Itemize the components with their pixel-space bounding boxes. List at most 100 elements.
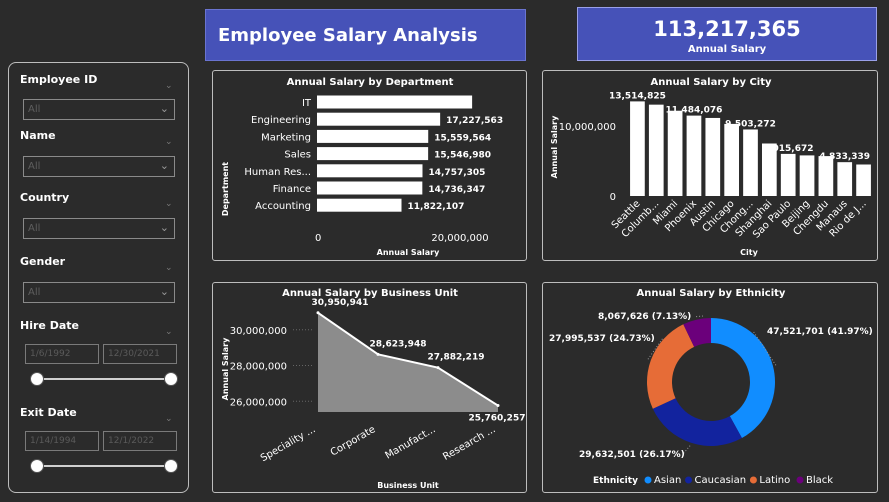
department-label: Marketing [261, 132, 311, 143]
ethnicity-data-label: 27,995,537 (24.73%) [549, 334, 655, 344]
exit-date-start-input[interactable]: 1/14/1994 [25, 431, 99, 451]
department-bar [317, 112, 441, 126]
department-label: Accounting [255, 201, 311, 212]
filter-panel: Employee ID ⌄ All ⌄ Name ⌄ All ⌄ Country… [8, 62, 189, 493]
hire-date-label: Hire Date [20, 319, 79, 332]
country-label: Country [20, 191, 70, 204]
chevron-down-icon[interactable]: ⌄ [165, 327, 173, 337]
chevron-down-icon[interactable]: ⌄ [165, 263, 173, 273]
ethnicity-leader-line [752, 330, 777, 366]
ethnicity-data-label: 29,632,501 (26.17%) [579, 450, 685, 460]
department-data-label: 15,559,564 [434, 133, 491, 143]
city-bar [667, 110, 683, 196]
department-label: Human Res... [244, 167, 311, 178]
department-label: Finance [273, 184, 311, 195]
city-data-label: 9,503,272 [725, 119, 776, 129]
department-x-tick: 0 [315, 233, 321, 244]
business-unit-area [318, 312, 498, 412]
business-unit-area-chart: Annual Salary by Business Unit Annual Sa… [221, 288, 526, 490]
ethnicity-legend-marker [685, 476, 692, 484]
business-unit-point [316, 311, 320, 315]
ethnicity-leader-line [647, 337, 664, 360]
business-unit-series: 26,000,000 28,000,000 30,000,000 30,950,941… [230, 298, 526, 465]
ethnicity-chart-card: Annual Salary by Ethnicity 47,521,701 (4… [542, 282, 878, 493]
ethnicity-legend-item: Latino [759, 475, 790, 486]
city-bar-chart: Annual Salary by City Annual Salary City… [550, 77, 871, 257]
ethnicity-legend-marker [644, 476, 652, 484]
exit-date-slider-start-handle[interactable] [30, 459, 44, 473]
gender-dropdown[interactable]: All ⌄ [23, 282, 175, 303]
hire-date-slider-track[interactable] [37, 378, 170, 380]
city-data-label: 6,015,672 [763, 144, 814, 154]
chevron-down-icon: ⌄ [159, 221, 169, 234]
country-value: All [28, 223, 41, 234]
ethnicity-slice [711, 318, 775, 439]
department-chart-title: Annual Salary by Department [287, 77, 454, 88]
city-y-tick: 10,000,000 [559, 122, 616, 133]
city-chart-title: Annual Salary by City [650, 77, 772, 88]
business-unit-chart-card: Annual Salary by Business Unit Annual Sa… [212, 282, 527, 493]
chevron-down-icon: ⌄ [159, 285, 169, 298]
exit-date-slider-end-handle[interactable] [164, 459, 178, 473]
chevron-down-icon[interactable]: ⌄ [165, 137, 173, 147]
ethnicity-legend-marker [796, 476, 804, 484]
business-unit-data-label: 30,950,941 [312, 298, 369, 308]
department-x-axis-title: Annual Salary [377, 248, 440, 257]
exit-date-end-input[interactable]: 12/1/2022 [103, 431, 177, 451]
business-unit-x-tick: Manufact... [383, 424, 437, 462]
ethnicity-data-label: 8,067,626 (7.13%) [598, 312, 691, 322]
chevron-down-icon[interactable]: ⌄ [165, 199, 173, 209]
ethnicity-chart-title: Annual Salary by Ethnicity [637, 288, 786, 299]
annual-salary-kpi-card: 113,217,365 Annual Salary [577, 7, 877, 61]
department-bar [317, 95, 473, 109]
city-bar [743, 129, 758, 196]
kpi-label: Annual Salary [687, 44, 767, 55]
hire-date-slider-start-handle[interactable] [30, 372, 44, 386]
department-label: IT [302, 98, 312, 109]
business-unit-chart-title: Annual Salary by Business Unit [282, 288, 458, 299]
chevron-down-icon[interactable]: ⌄ [165, 81, 173, 91]
employee-id-dropdown[interactable]: All ⌄ [23, 99, 175, 120]
business-unit-data-label: 27,882,219 [428, 353, 485, 363]
city-bar [724, 123, 740, 196]
country-dropdown[interactable]: All ⌄ [23, 218, 175, 239]
city-bar [780, 153, 796, 196]
city-y-axis-title: Annual Salary [550, 115, 559, 178]
employee-id-label: Employee ID [20, 73, 98, 86]
ethnicity-legend: Ethnicity Asian Caucasian Latino Black [593, 475, 833, 486]
city-bar [818, 156, 834, 196]
department-bar-chart: Annual Salary by Department Department A… [221, 77, 503, 257]
ethnicity-legend-title: Ethnicity [593, 476, 638, 486]
department-data-label: 14,736,347 [428, 185, 485, 195]
business-unit-x-axis-title: Business Unit [377, 481, 439, 490]
ethnicity-slice [652, 398, 742, 446]
ethnicity-donut-chart: Annual Salary by Ethnicity 47,521,701 (4… [549, 288, 873, 486]
ethnicity-legend-item: Caucasian [695, 475, 747, 486]
chevron-down-icon[interactable]: ⌄ [165, 414, 173, 424]
ethnicity-slices: 47,521,701 (41.97%) 29,632,501 (26.17%) 27… [549, 312, 873, 460]
hire-date-slider-end-handle[interactable] [164, 372, 178, 386]
exit-date-slider-track[interactable] [37, 465, 170, 467]
city-y-tick: 0 [610, 192, 616, 203]
department-data-label: 11,822,107 [408, 202, 465, 212]
report-title: Employee Salary Analysis [218, 24, 478, 46]
hire-date-end-input[interactable]: 12/30/2021 [103, 344, 177, 364]
department-label: Sales [284, 150, 311, 161]
city-bars: 010,000,00013,514,825SeattleColumb...Mia… [559, 91, 871, 241]
employee-id-value: All [28, 104, 41, 115]
hire-date-start-input[interactable]: 1/6/1992 [25, 344, 99, 364]
business-unit-y-tick: 26,000,000 [230, 397, 287, 408]
name-value: All [28, 161, 41, 172]
department-data-label: 17,227,563 [446, 116, 503, 126]
department-bar [317, 181, 423, 195]
name-dropdown[interactable]: All ⌄ [23, 156, 175, 177]
city-bar [761, 143, 777, 196]
gender-value: All [28, 287, 41, 298]
city-bar [837, 162, 853, 196]
ethnicity-legend-item: Asian [654, 475, 681, 486]
city-data-label: 13,514,825 [609, 91, 666, 101]
business-unit-x-tick: Corporate [329, 424, 378, 459]
department-data-label: 14,757,305 [428, 168, 485, 178]
report-title-banner: Employee Salary Analysis [205, 9, 526, 61]
city-x-axis-title: City [740, 248, 758, 257]
